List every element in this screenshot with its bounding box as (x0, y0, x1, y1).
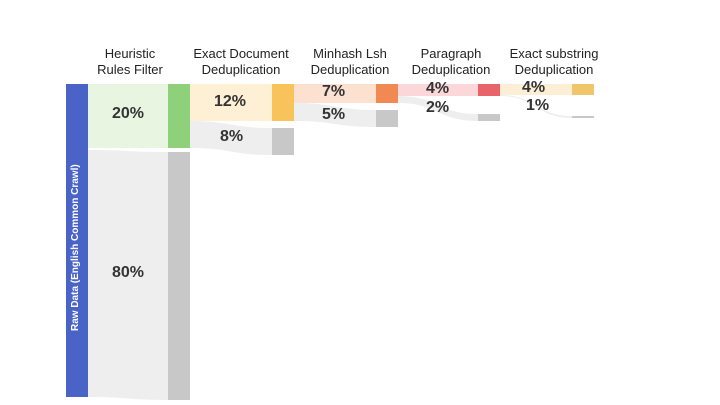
stage5-kept-label: 4% (522, 79, 546, 96)
stage2-removed-label: 8% (220, 128, 244, 145)
flow-stage3-kept (294, 84, 376, 103)
flow-stage5-kept (500, 84, 572, 95)
header-line: Deduplication (310, 62, 390, 77)
header-paragraph-dedup: Paragraph Deduplication (402, 46, 500, 78)
stage4-kept-label: 4% (426, 80, 450, 97)
header-line: Deduplication (411, 62, 491, 77)
header-line: Rules Filter (97, 62, 163, 77)
stage1-kept-node (168, 84, 190, 148)
flow-stage5-removed (500, 95, 572, 118)
stage5-removed-node (572, 116, 594, 118)
flow-stage4-kept (398, 84, 478, 96)
stage3-kept-label: 7% (322, 83, 346, 100)
flow-stage2-kept (190, 84, 272, 121)
header-exact-substring-dedup: Exact substring Deduplication (500, 46, 608, 78)
header-exact-document-dedup: Exact Document Deduplication (185, 46, 297, 78)
stage2-kept-label: 12% (214, 93, 247, 110)
stage2-removed-node (272, 128, 294, 155)
stage3-removed-node (376, 110, 398, 127)
stage4-removed-label: 2% (426, 99, 450, 116)
stage5-removed-label: 1% (526, 97, 550, 114)
flow-stage1-kept (88, 84, 168, 148)
header-line: Paragraph (420, 46, 482, 61)
source-node: Raw Data (English Common Crawl) (66, 84, 88, 397)
stage2-kept-node (272, 84, 294, 121)
header-minhash-dedup: Minhash Lsh Deduplication (300, 46, 400, 78)
header-line: Deduplication (514, 62, 594, 77)
stage4-kept-node (478, 84, 500, 96)
flow-stage2-removed (190, 121, 272, 155)
header-line: Minhash Lsh (313, 46, 387, 61)
flow-stage4-removed (398, 96, 478, 121)
flow-stage3-removed (294, 103, 376, 127)
source-label: Raw Data (English Common Crawl) (70, 164, 81, 331)
stage5-kept-node (572, 84, 594, 95)
header-line: Deduplication (201, 62, 281, 77)
header-line: Heuristic (104, 46, 156, 61)
stage3-removed-label: 5% (322, 106, 346, 123)
stage1-removed-label: 80% (112, 264, 145, 281)
header-line: Exact substring (509, 46, 599, 61)
stage1-kept-label: 20% (112, 105, 145, 122)
header-line: Exact Document (193, 46, 289, 61)
header-heuristic-filter: Heuristic Rules Filter (90, 46, 170, 78)
stage4-removed-node (478, 114, 500, 121)
stage3-kept-node (376, 84, 398, 103)
stage1-removed-node (168, 152, 190, 400)
flow-stage1-removed (88, 150, 168, 400)
